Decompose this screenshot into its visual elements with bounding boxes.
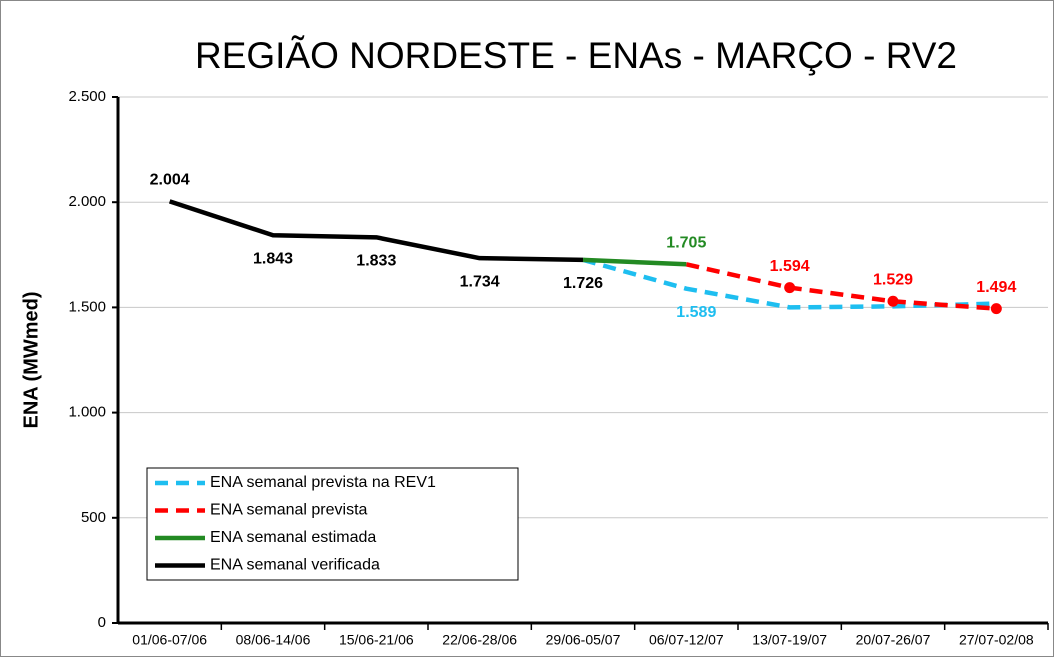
x-tick-label: 01/06-07/06	[132, 632, 207, 648]
data-label: 1.726	[563, 275, 603, 292]
legend-label: ENA semanal verificada	[210, 557, 380, 574]
x-tick-label: 22/06-28/06	[442, 632, 517, 648]
data-label: 1.529	[873, 272, 913, 289]
data-label: 1.833	[356, 253, 396, 270]
y-tick-label: 0	[98, 614, 106, 631]
series-line	[582, 257, 687, 267]
data-label: 1.705	[666, 234, 706, 251]
x-tick-label: 13/07-19/07	[752, 632, 827, 648]
x-tick-label: 27/07-02/08	[959, 632, 1034, 648]
data-label: 2.004	[150, 172, 190, 189]
x-tick-label: 08/06-14/06	[236, 632, 311, 648]
data-label: 1.494	[976, 279, 1016, 296]
data-label: 1.734	[460, 273, 500, 290]
x-tick-label: 06/07-12/07	[649, 632, 724, 648]
x-tick-label: 29/06-05/07	[546, 632, 621, 648]
legend-label: ENA semanal estimada	[210, 529, 376, 546]
y-tick-label: 500	[81, 509, 106, 526]
y-tick-label: 2.500	[68, 88, 106, 105]
legend-box	[146, 467, 519, 581]
marker	[990, 303, 1002, 315]
chart-title: REGIÃO NORDESTE - ENAs - MARÇO - RV2	[195, 35, 957, 76]
series-line	[582, 257, 997, 310]
y-axis-label: ENA (MWmed)	[20, 291, 42, 428]
legend-label: ENA semanal prevista	[210, 502, 368, 519]
data-label: 1.589	[676, 304, 716, 321]
series-line	[685, 262, 997, 311]
marker	[784, 282, 796, 294]
y-tick-label: 1.500	[68, 298, 106, 315]
y-tick-label: 1.000	[68, 404, 106, 421]
legend-label: ENA semanal prevista na REV1	[210, 474, 436, 491]
marker	[887, 295, 899, 307]
data-label: 1.843	[253, 250, 293, 267]
y-tick-label: 2.000	[68, 193, 106, 210]
x-tick-label: 15/06-21/06	[339, 632, 414, 648]
x-tick-label: 20/07-26/07	[856, 632, 931, 648]
series-line	[168, 199, 584, 263]
data-label: 1.594	[770, 258, 810, 275]
